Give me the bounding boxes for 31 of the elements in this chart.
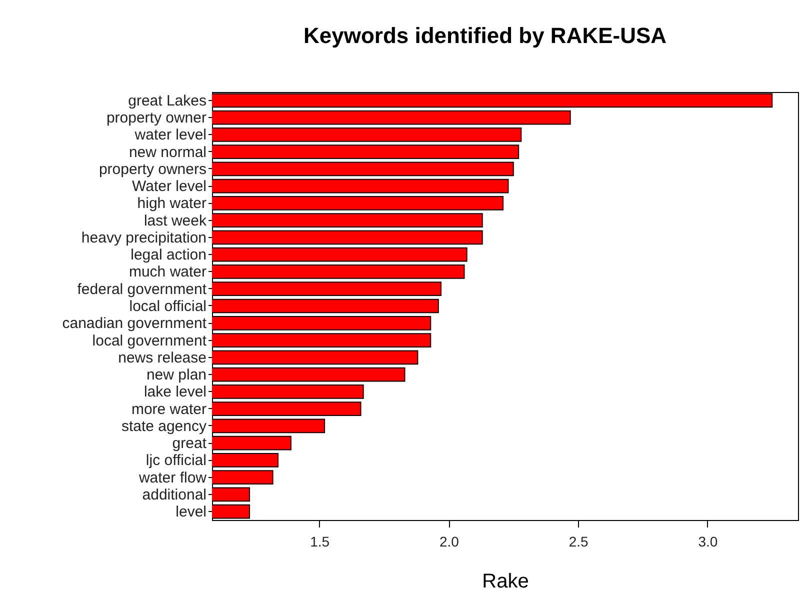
y-tick-label: property owner <box>106 110 206 127</box>
y-tick-label: more water <box>131 400 206 418</box>
y-tick-label: Water level <box>132 178 206 196</box>
x-tick-label: 2.5 <box>568 534 589 550</box>
y-tick-label: federal government <box>77 280 208 298</box>
y-tick-label: canadian government <box>62 315 208 332</box>
y-tick-label: great Lakes <box>128 92 206 110</box>
y-tick-label: local official <box>129 298 206 315</box>
x-tick-label: 2.0 <box>439 534 460 550</box>
y-tick-label: legal action <box>130 246 206 264</box>
y-tick-label: additional <box>142 486 206 504</box>
y-tick-label: news release <box>118 349 206 366</box>
x-axis-title: Rake <box>482 570 529 592</box>
y-tick-label: local government <box>92 332 208 350</box>
y-tick-label: state agency <box>121 418 207 435</box>
y-tick-label: much water <box>128 264 206 281</box>
y-tick-label: ljc official <box>146 452 206 470</box>
y-tick-label: water flow <box>138 469 207 486</box>
y-tick-label: great <box>172 435 208 452</box>
x-tick-label: 1.5 <box>310 534 330 550</box>
y-tick-label: lake level <box>144 384 206 401</box>
y-tick-label: property owners <box>98 160 206 178</box>
y-tick-label: heavy precipitation <box>81 229 206 246</box>
y-tick-label: high water <box>137 195 206 212</box>
y-tick-label: new plan <box>146 366 206 384</box>
y-tick-label: water level <box>134 126 206 144</box>
x-tick-label: 3.0 <box>698 534 718 550</box>
y-tick-label: level <box>176 504 206 521</box>
chart-title: Keywords identified by RAKE-USA <box>303 23 667 48</box>
y-tick-label: last week <box>144 212 207 230</box>
y-tick-label: new normal <box>128 144 206 161</box>
